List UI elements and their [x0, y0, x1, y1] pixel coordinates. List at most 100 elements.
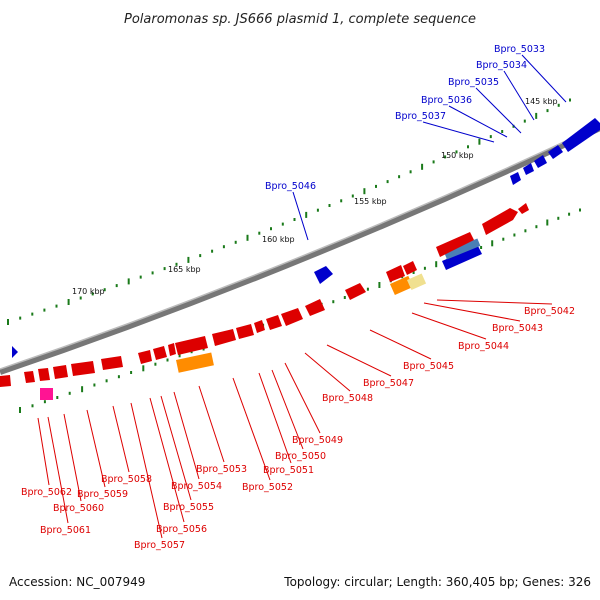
label-bpro-5060[interactable]: Bpro_5060 [53, 503, 104, 514]
scale-label-165: 165 kbp [168, 265, 201, 274]
label-bpro-5059[interactable]: Bpro_5059 [77, 489, 128, 500]
feature-orange-b[interactable] [176, 352, 214, 373]
gene-bpro-5037[interactable] [510, 172, 521, 185]
tick-mark [535, 112, 538, 119]
gene-steelblue-band[interactable] [443, 238, 481, 260]
tick-mark [378, 282, 381, 288]
tick-mark [281, 222, 284, 226]
label-bpro-5054[interactable]: Bpro_5054 [171, 481, 222, 492]
summary-text: Topology: circular; Length: 360,405 bp; … [283, 575, 591, 589]
tick-mark [55, 304, 58, 308]
gene-bpro-5055[interactable] [168, 343, 176, 356]
leader-bpro-5052 [232, 377, 271, 481]
tick-mark [480, 246, 483, 249]
feature-khaki[interactable] [407, 273, 427, 291]
label-bpro-5049[interactable]: Bpro_5049 [292, 435, 343, 446]
leader-bpro-5056 [149, 397, 185, 523]
gene-bpro-5043[interactable] [436, 232, 474, 257]
label-bpro-5057[interactable]: Bpro_5057 [134, 540, 185, 551]
gene-bpro-5057[interactable] [138, 350, 152, 364]
gene-bpro-5045[interactable] [386, 265, 405, 282]
label-bpro-5058[interactable]: Bpro_5058 [101, 474, 152, 485]
label-bpro-5053[interactable]: Bpro_5053 [196, 464, 247, 475]
tick-mark [398, 175, 401, 179]
gene-red-edge[interactable] [0, 375, 11, 387]
label-bpro-5056[interactable]: Bpro_5056 [156, 524, 207, 535]
label-bpro-5037[interactable]: Bpro_5037 [395, 111, 446, 122]
tick-mark [43, 400, 46, 404]
gene-bpro-5034[interactable] [548, 145, 563, 159]
label-bpro-5035[interactable]: Bpro_5035 [448, 77, 499, 88]
gene-bpro-5044[interactable] [403, 261, 417, 275]
label-bpro-5048[interactable]: Bpro_5048 [322, 393, 373, 404]
tick-mark [178, 354, 181, 358]
tick-mark [56, 396, 59, 399]
gene-bpro-5058[interactable] [101, 356, 123, 370]
tick-mark [7, 319, 9, 325]
gene-bpro-5046[interactable] [314, 266, 333, 284]
tick-mark [139, 275, 142, 279]
leader-bpro-5058 [112, 405, 130, 473]
label-bpro-5052[interactable]: Bpro_5052 [242, 482, 293, 493]
tick-mark [68, 391, 71, 395]
tick-mark [142, 365, 145, 372]
tick-mark [293, 218, 296, 221]
gene-bpro-5042[interactable] [482, 208, 518, 235]
label-bpro-5034[interactable]: Bpro_5034 [476, 60, 527, 71]
tick-mark [154, 362, 157, 366]
tick-mark [332, 300, 335, 304]
gene-bpro-5050[interactable] [266, 315, 282, 330]
tick-mark [478, 138, 481, 145]
leader-bpro-5037 [422, 121, 495, 143]
gene-bpro-5053[interactable] [212, 329, 236, 346]
label-bpro-5051[interactable]: Bpro_5051 [263, 465, 314, 476]
gene-bpro-5052[interactable] [236, 324, 254, 339]
tick-mark [363, 188, 366, 195]
gene-bpro-5047[interactable] [345, 283, 366, 300]
gene-bpro-5062[interactable] [24, 371, 35, 383]
tick-mark [546, 219, 549, 226]
label-bpro-5047[interactable]: Bpro_5047 [363, 378, 414, 389]
gene-bpro-5056[interactable] [153, 346, 167, 360]
leader-bpro-5062 [37, 417, 50, 486]
label-bpro-5046[interactable]: Bpro_5046 [265, 181, 316, 192]
gene-bpro-5059[interactable] [71, 361, 95, 376]
tick-mark [501, 130, 504, 133]
label-bpro-5043[interactable]: Bpro_5043 [492, 323, 543, 334]
scale-label-160: 160 kbp [262, 235, 295, 244]
label-bpro-5033[interactable]: Bpro_5033 [494, 44, 545, 55]
label-bpro-5055[interactable]: Bpro_5055 [163, 502, 214, 513]
leader-bpro-5054 [173, 391, 200, 480]
gene-bpro-5036[interactable] [523, 163, 534, 175]
label-bpro-5061[interactable]: Bpro_5061 [40, 525, 91, 536]
label-bpro-5036[interactable]: Bpro_5036 [421, 95, 472, 106]
tick-mark [513, 233, 516, 237]
tick-mark [568, 212, 571, 216]
gene-bpro-5060[interactable] [53, 365, 68, 379]
label-bpro-5062[interactable]: Bpro_5062 [21, 487, 72, 498]
gene-bpro-5033[interactable] [562, 118, 600, 152]
gene-small-left[interactable] [12, 346, 18, 358]
leader-bpro-5057 [130, 402, 163, 539]
label-bpro-5044[interactable]: Bpro_5044 [458, 341, 509, 352]
leader-bpro-5044 [411, 312, 487, 340]
label-bpro-5042[interactable]: Bpro_5042 [524, 306, 575, 317]
scale-label-145: 145 kbp [525, 97, 558, 106]
tick-mark [222, 245, 225, 249]
tick-mark [19, 407, 21, 413]
gene-bpro-5048[interactable] [305, 299, 325, 316]
feature-pink[interactable] [40, 388, 53, 400]
tick-mark [524, 229, 527, 233]
gene-bpro-5051[interactable] [254, 320, 265, 333]
gene-red-small-a[interactable] [518, 203, 529, 214]
label-bpro-5050[interactable]: Bpro_5050 [275, 451, 326, 462]
tick-mark [81, 386, 84, 393]
gene-bpro-5049[interactable] [281, 308, 303, 326]
label-bpro-5045[interactable]: Bpro_5045 [403, 361, 454, 372]
gene-bpro-5061[interactable] [38, 368, 50, 381]
gene-bpro-5054[interactable] [175, 336, 208, 355]
gene-bpro-5035[interactable] [534, 155, 547, 168]
leader-bpro-5033 [521, 54, 567, 103]
gene-bpro-blue-band[interactable] [442, 246, 482, 270]
tick-mark [115, 284, 118, 288]
